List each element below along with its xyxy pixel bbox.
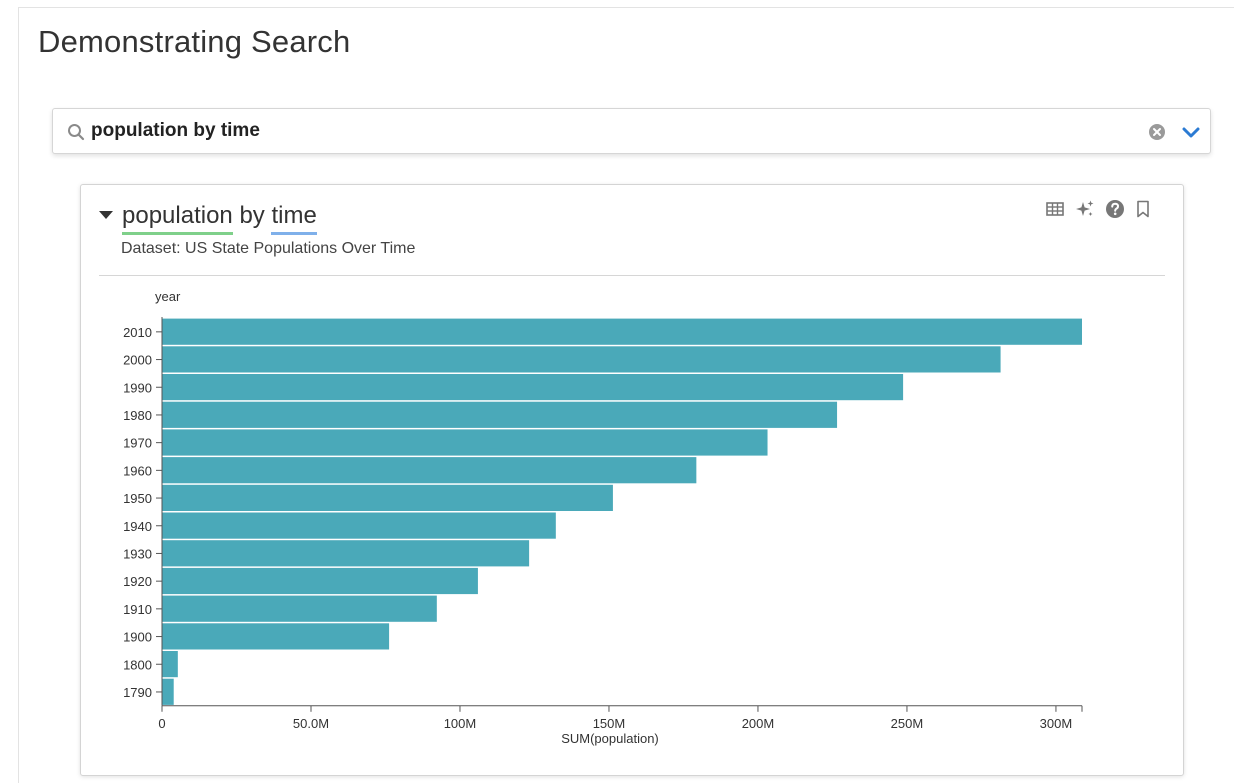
y-tick-label: 1960 [123,463,152,478]
y-tick-label: 1950 [123,491,152,506]
x-tick-label: 300M [1040,716,1073,731]
divider [99,275,1165,276]
bar[interactable] [162,484,613,511]
y-tick-label: 1790 [123,685,152,700]
x-axis-label: SUM(population) [561,731,659,746]
y-tick-label: 1980 [123,408,152,423]
x-tick-label: 50.0M [293,716,329,731]
x-tick-label: 150M [593,716,626,731]
sparkle-icon[interactable] [1075,199,1095,219]
bar[interactable] [162,651,178,678]
y-tick-label: 1930 [123,546,152,561]
bar[interactable] [162,457,697,484]
query-joiner: by [239,202,265,229]
caret-down-icon[interactable] [99,210,113,220]
divider [18,7,19,783]
query-dimension[interactable]: time [271,202,317,235]
bar[interactable] [162,429,768,456]
bar[interactable] [162,401,838,428]
bar[interactable] [162,374,904,401]
bookmark-icon[interactable] [1133,199,1153,219]
page-title: Demonstrating Search [38,24,351,59]
y-axis-label: year [155,289,181,304]
x-tick-label: 0 [158,716,165,731]
bar[interactable] [162,678,174,705]
y-tick-label: 1910 [123,602,152,617]
chevron-down-icon[interactable] [1181,123,1201,141]
y-tick-label: 1970 [123,436,152,451]
bar[interactable] [162,318,1082,345]
divider [18,7,1234,8]
search-input[interactable] [91,117,1131,145]
table-icon[interactable] [1045,199,1065,219]
query-measure[interactable]: population [122,202,233,235]
dataset-label: Dataset: US State Populations Over Time [121,240,416,257]
y-tick-label: 1920 [123,574,152,589]
y-tick-label: 2010 [123,325,152,340]
bar[interactable] [162,346,1001,373]
query-title: population by time [122,202,317,235]
help-icon[interactable] [1105,199,1125,219]
x-tick-label: 100M [444,716,477,731]
bar[interactable] [162,512,556,539]
y-tick-label: 1990 [123,380,152,395]
search-icon [68,124,85,141]
y-tick-label: 2000 [123,353,152,368]
x-tick-label: 250M [891,716,924,731]
y-tick-label: 1900 [123,630,152,645]
bar-chart: year 2010 2000 1990 1980 1970 1960 1950 1940 1930… [123,289,1083,746]
bar[interactable] [162,595,437,622]
clear-icon[interactable] [1148,123,1166,141]
y-tick-label: 1800 [123,657,152,672]
y-tick-label: 1940 [123,519,152,534]
result-card: population by time Dataset: US State Pop… [80,184,1184,776]
bar[interactable] [162,567,478,595]
x-tick-label: 200M [742,716,775,731]
search-bar[interactable] [52,108,1211,154]
bar[interactable] [162,540,530,567]
bar[interactable] [162,623,390,650]
